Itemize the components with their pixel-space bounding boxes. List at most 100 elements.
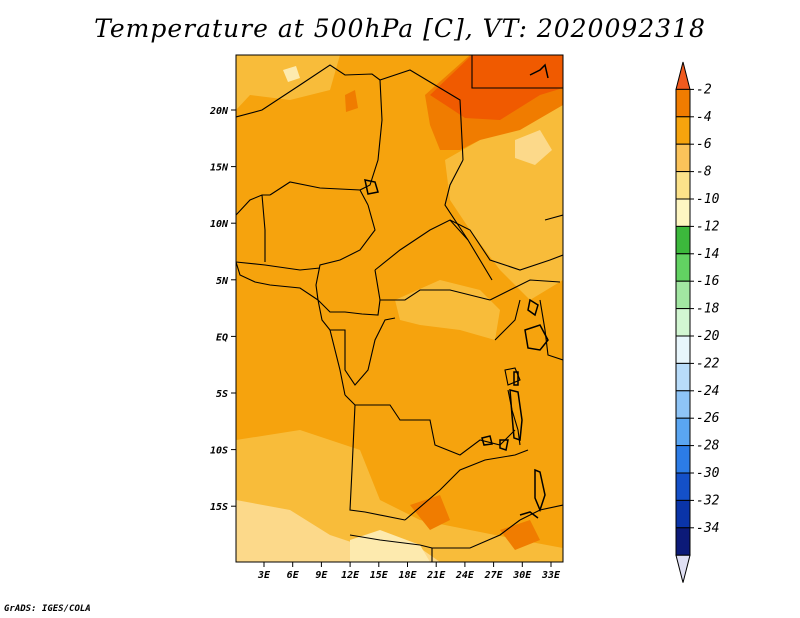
border-egypt-sudan xyxy=(471,55,563,89)
lon-tick-label: 12E xyxy=(341,570,360,581)
colorbar-label: -24 xyxy=(696,384,719,399)
border-angola-namibia xyxy=(349,534,433,549)
colorbar-label: -34 xyxy=(696,521,719,536)
colorbar-label: -28 xyxy=(696,439,720,454)
colorbar-label: -32 xyxy=(696,493,720,508)
lon-tick-label: 30E xyxy=(512,570,532,581)
border-libya-chad xyxy=(379,69,464,161)
border-rwanda xyxy=(504,367,521,386)
colorbar-label: -10 xyxy=(696,192,720,207)
kariba-lake xyxy=(519,511,539,519)
lat-tick-label: 15S xyxy=(210,502,228,513)
border-west-coast-1 xyxy=(236,194,270,216)
temperature-field xyxy=(236,55,563,562)
colorbar-segment xyxy=(675,362,691,392)
lake-bangweulu xyxy=(481,435,493,446)
colorbar-segment xyxy=(675,445,691,474)
colorbar-segment xyxy=(675,171,691,200)
border-niger-nigeria xyxy=(269,181,369,206)
lon-tick-label: 9E xyxy=(315,570,328,581)
colorbar-segment xyxy=(675,88,691,118)
colorbar-label: -22 xyxy=(696,356,720,371)
border-congo-gabon xyxy=(330,317,396,386)
colorbar-label: -2 xyxy=(696,82,712,97)
colorbar-segment xyxy=(675,143,691,173)
lat-tick-label: 5S xyxy=(216,389,228,400)
border-car-drc xyxy=(374,269,491,301)
credit-text: GrADS: IGES/COLA xyxy=(4,604,91,614)
lake-tanganyika xyxy=(509,389,523,442)
colorbar-label: -8 xyxy=(696,165,712,180)
colorbar-segment xyxy=(675,417,691,447)
colorbar-segment xyxy=(675,116,691,145)
colorbar-segment xyxy=(675,499,691,529)
lon-tick-label: 6E xyxy=(287,570,300,581)
colorbar-top-arrow xyxy=(675,61,691,90)
colorbar-segment xyxy=(675,390,691,419)
border-benin-togo xyxy=(261,194,266,262)
field-cooler-patch-ne xyxy=(515,130,552,165)
colorbar-bottom-arrow xyxy=(675,554,691,583)
field-warm-patch-south xyxy=(410,495,450,530)
colorbar-label: -20 xyxy=(696,329,720,344)
border-lake-tanganyika xyxy=(507,389,521,446)
border-chad-car xyxy=(374,219,469,271)
lake-chad xyxy=(364,179,379,195)
border-angola-zambia xyxy=(349,404,406,521)
coastline-west xyxy=(236,261,346,396)
lake-albert xyxy=(527,298,539,317)
border-zambia-south xyxy=(432,519,521,549)
lat-tick-label: 10S xyxy=(210,446,228,457)
red-sea-coast xyxy=(529,63,549,79)
field-cooler-patch-nw xyxy=(283,66,300,82)
border-southsudan-east xyxy=(489,279,561,301)
lat-tick-label: 15N xyxy=(210,163,229,174)
lake-kivu xyxy=(513,371,519,386)
colorbar: -2 -4 -6 -8 -10 -12 -14 -16 -18 -20 -22 -24 -26 -28 -3… xyxy=(675,61,720,583)
colorbar-label: -12 xyxy=(696,219,720,234)
field-cool-patch-n xyxy=(236,55,340,110)
border-coast-gulf xyxy=(236,261,321,271)
longitude-axis: 3E 6E 9E 12E 15E 18E 21E 24E 27E 30E 33E xyxy=(257,562,561,581)
lon-tick-label: 27E xyxy=(484,570,504,581)
colorbar-label: -4 xyxy=(696,110,712,125)
colorbar-segment xyxy=(675,335,691,364)
lat-tick-label: 10N xyxy=(210,219,229,230)
colorbar-segment xyxy=(675,253,691,282)
colorbar-segment xyxy=(675,527,691,556)
lat-tick-label: 5N xyxy=(216,276,229,287)
chart-title: Temperature at 500hPa [C], VT: 202009231… xyxy=(94,14,706,43)
border-drc-angola xyxy=(344,394,516,456)
border-ethiopia xyxy=(544,214,563,221)
colorbar-label: -18 xyxy=(696,302,720,317)
lake-malawi xyxy=(534,468,546,513)
field-cool-patch-central xyxy=(395,280,500,340)
lat-tick-label: 20N xyxy=(209,106,229,117)
lake-victoria xyxy=(524,324,549,351)
colorbar-label: -26 xyxy=(696,411,720,426)
latitude-axis: 20N 15N 10N 5N EQ 5S 10S 15S xyxy=(209,106,236,513)
colorbar-label: -6 xyxy=(696,137,712,152)
lon-tick-label: 33E xyxy=(541,570,561,581)
border-nigeria-cameroon xyxy=(315,204,376,301)
border-sudan-southsudan xyxy=(449,219,563,271)
colorbar-segment xyxy=(675,198,691,227)
colorbar-label: -30 xyxy=(696,466,720,481)
border-zambia-drc xyxy=(404,449,529,521)
lon-tick-label: 15E xyxy=(370,570,389,581)
border-chad-sudan xyxy=(444,159,493,281)
border-cameroon-gabon xyxy=(317,299,381,316)
colorbar-segment xyxy=(675,308,691,337)
colorbar-segment xyxy=(675,472,691,501)
lon-tick-label: 21E xyxy=(426,570,446,581)
lat-tick-label: EQ xyxy=(216,332,228,343)
lon-tick-label: 18E xyxy=(398,570,417,581)
lon-tick-label: 3E xyxy=(257,570,271,581)
colorbar-label: -16 xyxy=(696,274,720,289)
field-warm-patch-nw xyxy=(345,90,358,112)
map-frame xyxy=(235,54,564,563)
border-drc-uganda xyxy=(494,299,521,341)
colorbar-segment xyxy=(675,225,691,255)
lake-mweru xyxy=(499,439,509,451)
